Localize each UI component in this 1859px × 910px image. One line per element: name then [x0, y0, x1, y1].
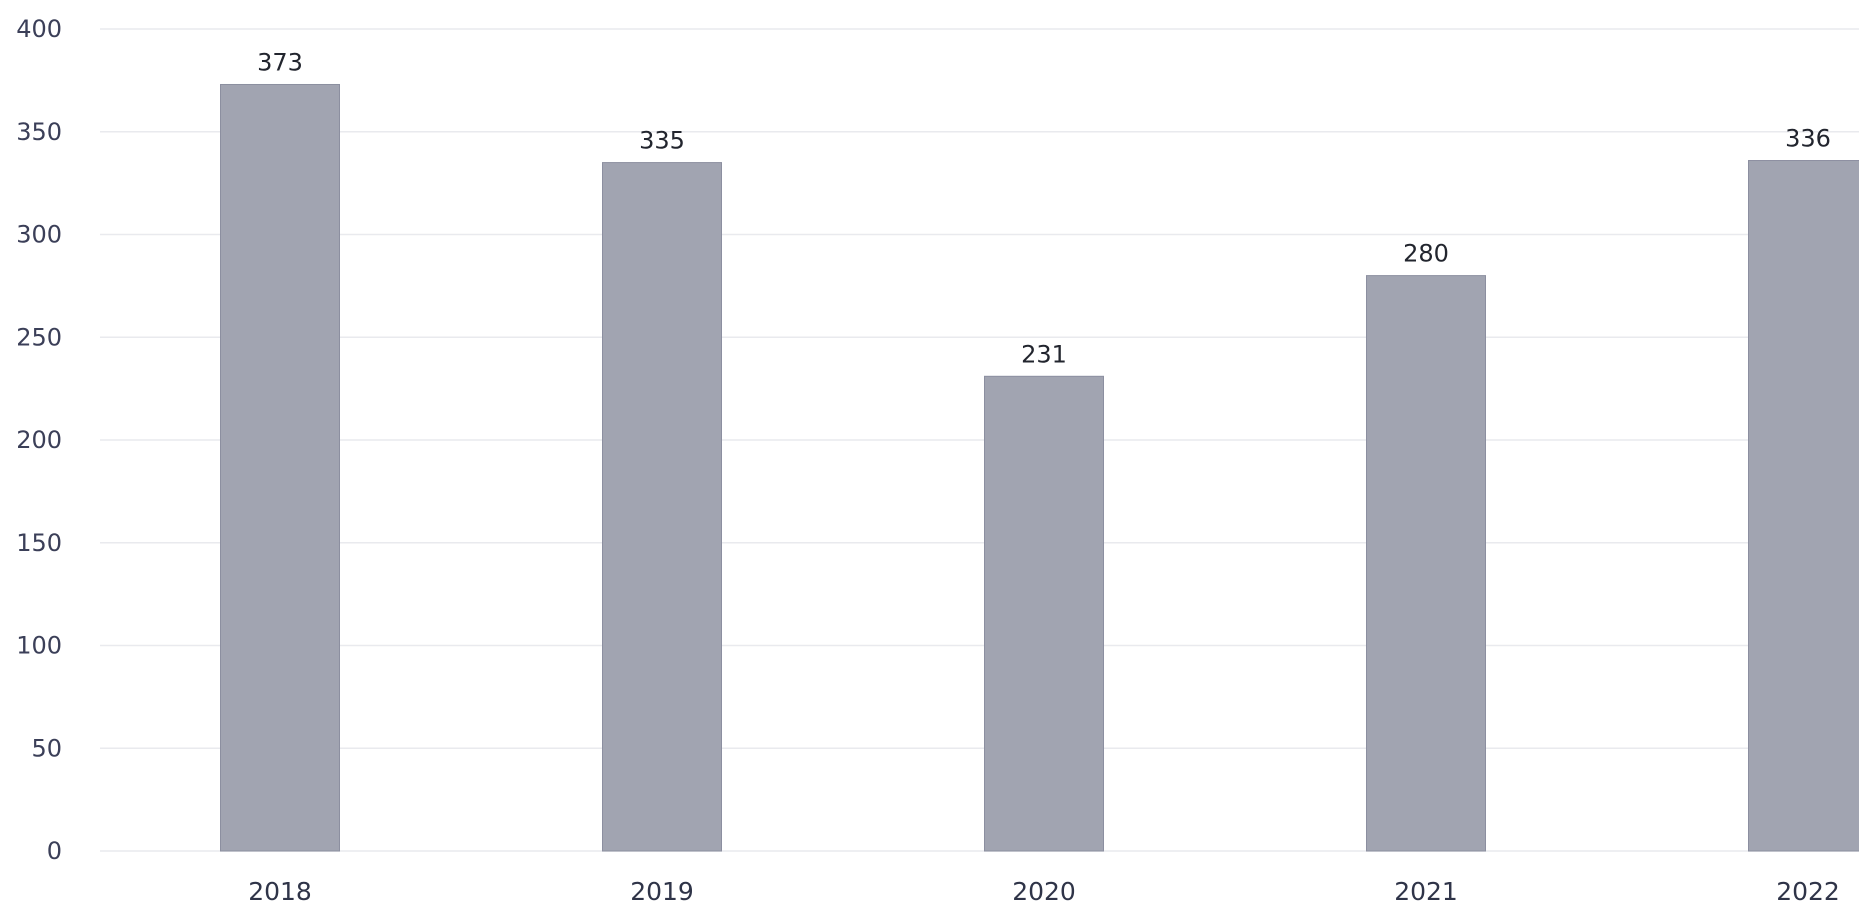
- bars: [220, 83, 1859, 852]
- y-tick-label: 100: [16, 632, 62, 660]
- y-tick-label: 200: [16, 426, 62, 454]
- y-tick-label: 0: [47, 837, 62, 865]
- data-label-2018: 373: [257, 48, 303, 76]
- data-label-2021: 280: [1403, 240, 1449, 268]
- gridlines: [100, 28, 1859, 852]
- bar-2022: [1748, 160, 1859, 852]
- x-tick-label-2020: 2020: [1012, 877, 1076, 906]
- x-tick-label-2018: 2018: [248, 877, 312, 906]
- x-tick-label-2021: 2021: [1394, 877, 1458, 906]
- y-tick-label: 50: [31, 734, 62, 762]
- y-axis-tick-labels: 0 50 100 150 200 250 300 350 400: [16, 15, 62, 865]
- x-tick-label-2019: 2019: [630, 877, 694, 906]
- x-axis-category-labels: 2018 2019 2020 2021 2022: [248, 877, 1840, 906]
- y-tick-label: 350: [16, 118, 62, 146]
- bar-2018: [220, 83, 340, 852]
- data-labels: 373 335 231 280 336: [257, 48, 1831, 368]
- bar-2019: [602, 162, 722, 852]
- data-label-2019: 335: [639, 127, 685, 155]
- y-tick-label: 300: [16, 221, 62, 249]
- bar-2020: [984, 375, 1104, 852]
- data-label-2022: 336: [1785, 125, 1831, 153]
- x-tick-label-2022: 2022: [1776, 877, 1840, 906]
- y-tick-label: 400: [16, 15, 62, 43]
- y-tick-label: 150: [16, 529, 62, 557]
- y-tick-label: 250: [16, 323, 62, 351]
- data-label-2020: 231: [1021, 340, 1067, 368]
- bar-2021: [1366, 275, 1486, 852]
